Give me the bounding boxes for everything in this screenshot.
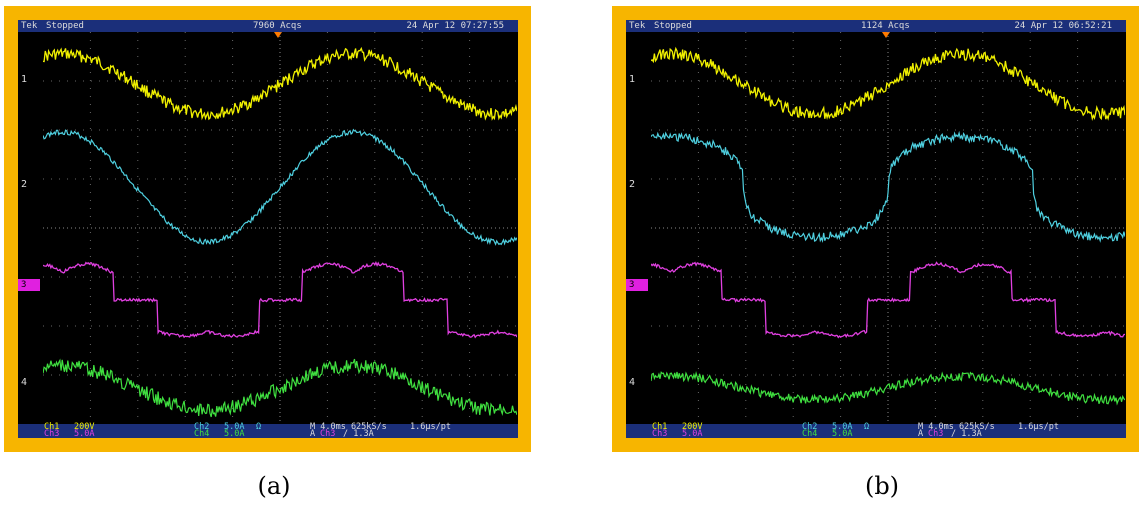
waveform-graticule <box>43 32 517 424</box>
ch2-trace <box>43 128 517 246</box>
ch2-label: Ch2 <box>194 422 210 432</box>
ch2-trace <box>651 130 1125 244</box>
channel-4-marker: 4 <box>629 377 636 388</box>
trigger-source: Ch3 <box>320 429 336 438</box>
panel-caption-b: (b) <box>864 472 900 500</box>
ch1-trace <box>651 46 1125 122</box>
channel-4-marker: 4 <box>21 377 28 388</box>
ch1-scale: 200V <box>682 422 703 432</box>
brand-label: Tek <box>629 21 646 31</box>
waveform-plot <box>651 32 1125 424</box>
impedance-symbol: Ω <box>864 422 870 432</box>
ch3-trace <box>43 261 517 339</box>
ch4-trace <box>651 370 1125 406</box>
channel-1-marker: 1 <box>629 74 636 85</box>
timebase-readout: M 4.0ms 625kS/s <box>310 422 387 432</box>
panel-caption-a: (a) <box>257 472 291 500</box>
ch4-scale: 5.0A <box>224 429 245 438</box>
scope-status-bar: Tek Stopped 7960 Acqs 24 Apr 12 07:27:55 <box>18 20 518 32</box>
ch3-label: Ch3 <box>652 429 668 438</box>
brand-label: Tek <box>21 21 38 31</box>
ch2-scale: 5.0A <box>224 422 245 432</box>
waveform-plot <box>43 32 517 424</box>
trigger-source: Ch3 <box>928 429 944 438</box>
timestamp: 24 Apr 12 06:52:21 <box>1014 21 1112 31</box>
scope-screen-a: Tek Stopped 7960 Acqs 24 Apr 12 07:27:55… <box>18 20 518 438</box>
ch4-trace <box>43 358 517 418</box>
ch4-label: Ch4 <box>194 429 210 438</box>
sample-interval: 1.6µs/pt <box>410 422 451 432</box>
ch3-label: Ch3 <box>44 429 60 438</box>
channel-3-marker: 3 <box>18 279 40 291</box>
ch4-label: Ch4 <box>802 429 818 438</box>
channel-3-marker: 3 <box>626 279 648 291</box>
trigger-prefix: A <box>310 429 316 438</box>
timestamp: 24 Apr 12 07:27:55 <box>406 21 504 31</box>
acquisition-count: 7960 Acqs <box>253 21 302 31</box>
waveform-graticule <box>651 32 1125 424</box>
sample-interval: 1.6µs/pt <box>1018 422 1059 432</box>
scope-screen-b: Tek Stopped 1124 Acqs 24 Apr 12 06:52:21… <box>626 20 1126 438</box>
ch4-scale: 5.0A <box>832 429 853 438</box>
channel-2-marker: 2 <box>21 179 28 190</box>
channel-readout-bar: Ch1 200V Ch3 5.0A Ch2 5.0A Ω Ch4 5.0A M … <box>626 422 1126 438</box>
channel-readout-bar: Ch1 200V Ch3 5.0A Ch2 5.0A Ω Ch4 5.0A M … <box>18 422 518 438</box>
acquisition-state: Stopped <box>654 21 692 31</box>
trigger-position-marker <box>274 32 282 38</box>
ch2-label: Ch2 <box>802 422 818 432</box>
impedance-symbol: Ω <box>256 422 262 432</box>
oscilloscope-panel-a: Tek Stopped 7960 Acqs 24 Apr 12 07:27:55… <box>4 6 531 500</box>
ch1-label: Ch1 <box>652 422 668 432</box>
trigger-level: / 1.3A <box>951 429 982 438</box>
ch3-scale: 5.0A <box>682 429 703 438</box>
ch2-scale: 5.0A <box>832 422 853 432</box>
channel-1-marker: 1 <box>21 74 28 85</box>
timebase-readout: M 4.0ms 625kS/s <box>918 422 995 432</box>
acquisition-state: Stopped <box>46 21 84 31</box>
ch1-scale: 200V <box>74 422 95 432</box>
ch3-scale: 5.0A <box>74 429 95 438</box>
trigger-position-marker <box>882 32 890 38</box>
scope-status-bar: Tek Stopped 1124 Acqs 24 Apr 12 06:52:21 <box>626 20 1126 32</box>
trigger-level: / 1.3A <box>343 429 374 438</box>
oscilloscope-panel-b: Tek Stopped 1124 Acqs 24 Apr 12 06:52:21… <box>612 6 1139 500</box>
ch1-trace <box>43 46 517 121</box>
ch3-trace <box>651 261 1125 339</box>
ch1-label: Ch1 <box>44 422 60 432</box>
acquisition-count: 1124 Acqs <box>861 21 910 31</box>
channel-2-marker: 2 <box>629 179 636 190</box>
trigger-prefix: A <box>918 429 924 438</box>
